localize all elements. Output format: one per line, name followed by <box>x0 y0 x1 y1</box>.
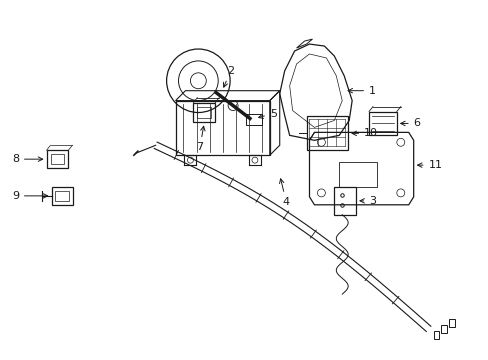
Text: 1: 1 <box>347 86 375 96</box>
Bar <box>441 325 447 333</box>
Bar <box>197 107 211 118</box>
Bar <box>334 187 355 215</box>
Text: 2: 2 <box>223 66 234 87</box>
Text: 6: 6 <box>400 118 420 129</box>
Bar <box>368 112 396 135</box>
Text: 8: 8 <box>12 154 42 164</box>
Bar <box>245 113 262 125</box>
Bar <box>448 319 454 327</box>
Text: 3: 3 <box>359 196 375 206</box>
Text: 11: 11 <box>417 160 442 170</box>
Bar <box>55 191 69 201</box>
Bar <box>306 116 347 150</box>
Text: 10: 10 <box>351 129 377 138</box>
Bar <box>339 162 376 187</box>
Text: 5: 5 <box>258 108 276 118</box>
Text: 9: 9 <box>12 191 47 201</box>
Bar <box>193 103 215 122</box>
Bar <box>51 187 73 205</box>
Text: 4: 4 <box>279 179 289 207</box>
Bar <box>46 150 68 168</box>
Text: 7: 7 <box>196 126 204 152</box>
Bar <box>50 154 64 164</box>
Bar <box>433 331 439 339</box>
